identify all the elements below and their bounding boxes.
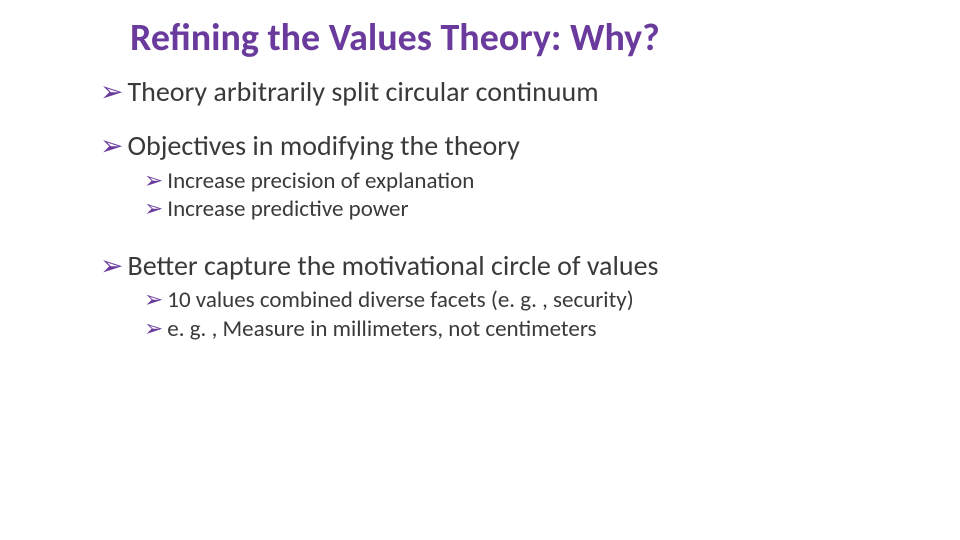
chevron-right-icon: ➢ [144, 195, 163, 224]
chevron-right-icon: ➢ [144, 167, 163, 196]
sub-bullet-item: ➢ Increase precision of explanation [144, 167, 860, 196]
chevron-right-icon: ➢ [100, 248, 123, 284]
slide-container: Refining the Values Theory: Why? ➢ Theor… [0, 0, 960, 344]
bullet-item: ➢ Theory arbitrarily split circular cont… [100, 74, 860, 110]
chevron-right-icon: ➢ [100, 128, 123, 164]
slide-title: Refining the Values Theory: Why? [130, 18, 860, 60]
bullet-item: ➢ Objectives in modifying the theory [100, 128, 860, 164]
sub-bullet-item: ➢ 10 values combined diverse facets (e. … [144, 286, 860, 315]
sub-bullet-item: ➢ Increase predictive power [144, 195, 860, 224]
bullet-text: Increase predictive power [167, 195, 408, 224]
bullet-text: 10 values combined diverse facets (e. g.… [167, 286, 633, 315]
bullet-text: Objectives in modifying the theory [127, 128, 519, 164]
bullet-text: Increase precision of explanation [167, 167, 474, 196]
sub-bullet-item: ➢ e. g. , Measure in millimeters, not ce… [144, 315, 860, 344]
bullet-text: e. g. , Measure in millimeters, not cent… [167, 315, 596, 344]
chevron-right-icon: ➢ [144, 286, 163, 315]
spacer [100, 224, 860, 242]
bullet-text: Better capture the motivational circle o… [127, 248, 658, 284]
bullet-item: ➢ Better capture the motivational circle… [100, 248, 860, 284]
spacer [100, 112, 860, 122]
bullet-text: Theory arbitrarily split circular contin… [127, 74, 598, 110]
chevron-right-icon: ➢ [144, 315, 163, 344]
chevron-right-icon: ➢ [100, 74, 123, 110]
